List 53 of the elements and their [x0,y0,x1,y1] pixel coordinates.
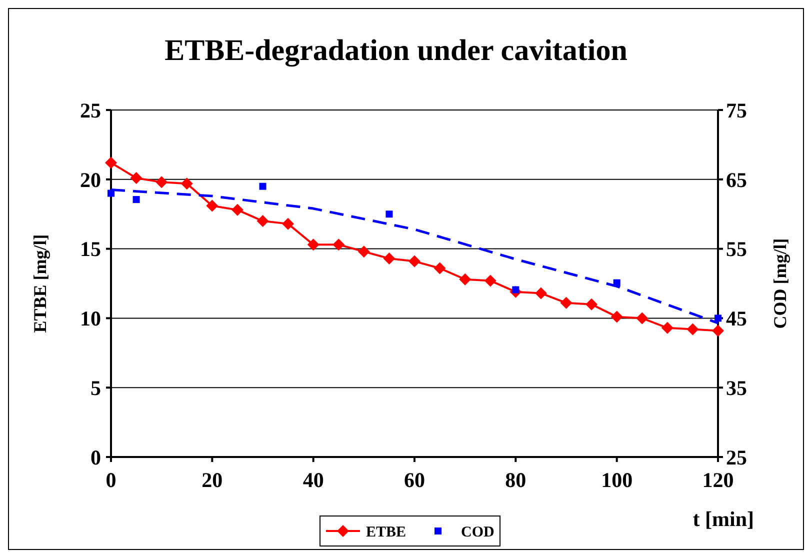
point [256,215,269,228]
y2-tick-label: 35 [726,376,747,400]
point [132,196,140,204]
point [259,182,266,190]
legend-label: COD [461,524,494,540]
y2-tick-label: 65 [726,168,747,192]
point [534,287,547,300]
point [383,252,396,265]
point [130,172,142,184]
chart-title: ETBE-degradation under cavitation [164,34,628,67]
y-tick-label: 0 [90,445,101,470]
x-tick-label: 80 [505,468,526,492]
point [560,296,572,309]
y-tick-label: 10 [80,306,101,331]
x-tick-label: 0 [106,468,116,492]
point [105,156,117,169]
y-tick-label: 5 [90,376,101,400]
point [386,210,393,218]
point [206,200,218,212]
point [332,238,345,251]
point [610,310,623,323]
x-tick-label: 120 [702,468,734,492]
point [108,190,114,197]
point [156,176,168,188]
y2-tick-label: 55 [726,237,747,262]
y-tick-label: 20 [80,168,101,192]
y-tick-label: 15 [80,237,101,262]
y2-tick-label: 75 [726,98,747,122]
point [307,238,320,251]
point [459,273,472,286]
point [661,322,674,334]
x-tick-label: 100 [601,468,633,492]
point [180,178,193,190]
point [686,323,699,336]
legend-label: ETBE [366,524,406,540]
x-tick-label: 40 [302,468,324,492]
point [434,262,446,274]
point [636,312,648,324]
y2-axis-title: COD [mg/l] [770,238,790,329]
y-tick-label: 25 [80,98,101,122]
point [586,298,598,310]
point [358,246,370,258]
point [231,204,244,216]
point [712,324,724,337]
x-tick-label: 60 [404,468,425,492]
x-axis-title: t [min] [692,507,754,531]
y2-tick-label: 25 [726,445,747,470]
x-tick-label: 20 [202,468,223,492]
y-axis-title: ETBE [mg/l] [30,234,50,333]
y2-tick-label: 45 [726,306,747,331]
point [408,255,420,268]
point [282,218,294,230]
point [484,274,496,287]
